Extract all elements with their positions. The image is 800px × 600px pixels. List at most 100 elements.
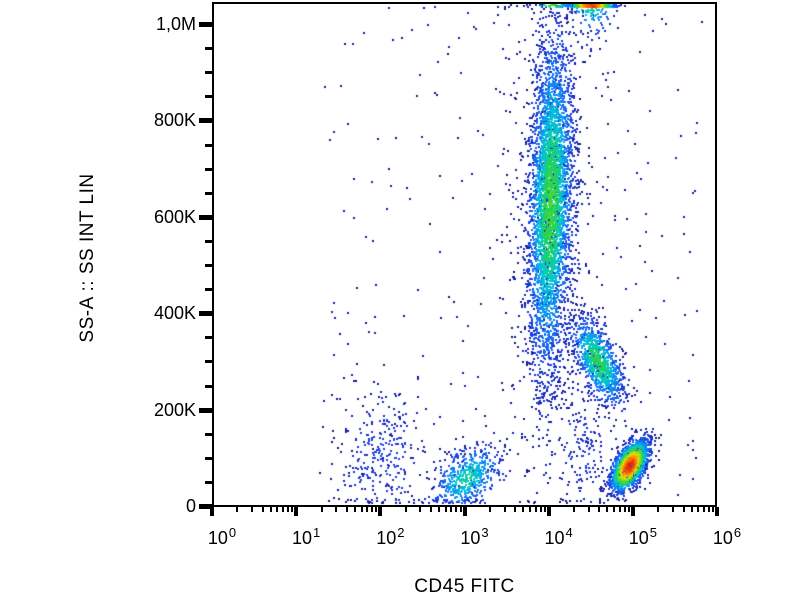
x-tick-label-base: 10 [460, 528, 481, 548]
x-minor-tick [404, 507, 407, 512]
x-tick-label: 103 [453, 525, 497, 549]
x-minor-tick [657, 507, 660, 512]
x-tick-label-base: 10 [376, 528, 397, 548]
x-minor-tick [320, 507, 323, 512]
x-minor-tick [236, 507, 239, 512]
y-axis-tick-labels: 1,0M 800K 600K 400K 200K 0 [108, 2, 196, 516]
y-minor-tick [205, 47, 212, 51]
scatter-canvas [214, 4, 715, 505]
x-major-tick [630, 507, 635, 516]
x-minor-tick [712, 507, 715, 512]
x-minor-tick [543, 507, 546, 512]
x-major-tick [210, 507, 214, 516]
x-tick-label-base: 10 [292, 528, 313, 548]
x-minor-tick [690, 507, 693, 512]
x-minor-tick [682, 507, 685, 512]
x-major-tick [378, 507, 383, 516]
plot-area [212, 2, 717, 507]
y-minor-tick [205, 456, 212, 460]
x-axis-ticks [210, 507, 719, 519]
x-minor-tick [514, 507, 517, 512]
x-minor-tick [375, 507, 378, 512]
x-minor-tick [534, 507, 537, 512]
y-major-tick [199, 22, 212, 27]
x-minor-tick [707, 507, 710, 512]
x-tick-label: 100 [200, 525, 244, 549]
x-minor-tick [627, 507, 630, 512]
y-major-tick [199, 311, 212, 317]
x-minor-tick [430, 507, 432, 512]
x-minor-tick [522, 507, 525, 512]
y-minor-tick [205, 480, 212, 484]
x-tick-label-exponent: 4 [565, 525, 573, 540]
x-minor-tick [276, 507, 279, 512]
x-minor-tick [618, 507, 621, 512]
x-axis-tick-labels: 100 101 102 103 104 105 106 [208, 525, 741, 560]
x-minor-tick [671, 507, 674, 512]
x-tick-label-base: 10 [628, 528, 649, 548]
y-tick-label: 800K [153, 110, 196, 131]
x-minor-tick [598, 507, 601, 512]
y-minor-tick [205, 143, 212, 147]
y-minor-tick [205, 432, 212, 436]
y-axis-title: SS-A :: SS INT LIN [77, 173, 98, 343]
x-minor-tick [573, 507, 575, 512]
y-minor-tick [205, 239, 212, 243]
x-minor-tick [444, 507, 447, 512]
x-minor-tick [282, 507, 285, 512]
y-tick-label: 1,0M [155, 14, 196, 34]
x-minor-tick [291, 507, 294, 512]
y-major-tick [199, 407, 212, 413]
x-tick-label-base: 10 [544, 528, 565, 548]
x-tick-label-exponent: 2 [397, 525, 405, 540]
x-major-tick [546, 507, 551, 516]
x-minor-tick [419, 507, 422, 512]
x-minor-tick [503, 507, 506, 512]
x-tick-label-exponent: 6 [733, 525, 742, 540]
x-minor-tick [360, 507, 363, 512]
x-major-tick [294, 507, 299, 516]
x-tick-label: 102 [368, 525, 412, 549]
x-minor-tick [438, 507, 441, 512]
y-minor-tick [205, 71, 212, 75]
x-minor-tick [287, 507, 289, 512]
x-minor-tick [335, 507, 338, 512]
y-minor-tick [205, 264, 212, 267]
y-major-tick [199, 214, 212, 220]
x-minor-tick [269, 507, 272, 512]
y-minor-tick [205, 336, 212, 340]
y-minor-tick [205, 95, 212, 99]
x-minor-tick [261, 507, 264, 512]
y-tick-label: 0 [185, 496, 196, 516]
x-tick-label: 104 [537, 525, 581, 549]
x-minor-tick [702, 507, 705, 512]
x-tick-label-base: 10 [207, 528, 228, 548]
x-minor-tick [488, 507, 491, 512]
x-tick-label: 106 [705, 525, 749, 549]
x-tick-label-base: 10 [712, 528, 733, 548]
x-minor-tick [371, 507, 374, 512]
y-tick-label: 400K [153, 303, 196, 324]
y-tick-label: 600K [153, 206, 196, 227]
x-tick-label-exponent: 0 [228, 525, 237, 540]
x-minor-tick [606, 507, 609, 512]
y-axis-ticks [199, 2, 212, 509]
y-minor-tick [205, 384, 212, 388]
x-tick-label: 101 [284, 525, 328, 549]
x-minor-tick [251, 507, 254, 512]
x-minor-tick [345, 507, 348, 512]
y-minor-tick [205, 360, 212, 364]
x-minor-tick [587, 507, 590, 512]
x-minor-tick [450, 507, 453, 512]
x-tick-label: 105 [621, 525, 665, 549]
y-major-tick [199, 118, 212, 124]
x-minor-tick [528, 507, 531, 512]
x-tick-label-exponent: 5 [649, 525, 657, 540]
x-axis-title: CD45 FITC [414, 576, 515, 597]
x-minor-tick [697, 507, 700, 512]
x-major-tick [462, 507, 467, 516]
x-minor-tick [539, 507, 542, 512]
x-minor-tick [455, 507, 458, 512]
y-major-tick [199, 504, 212, 509]
